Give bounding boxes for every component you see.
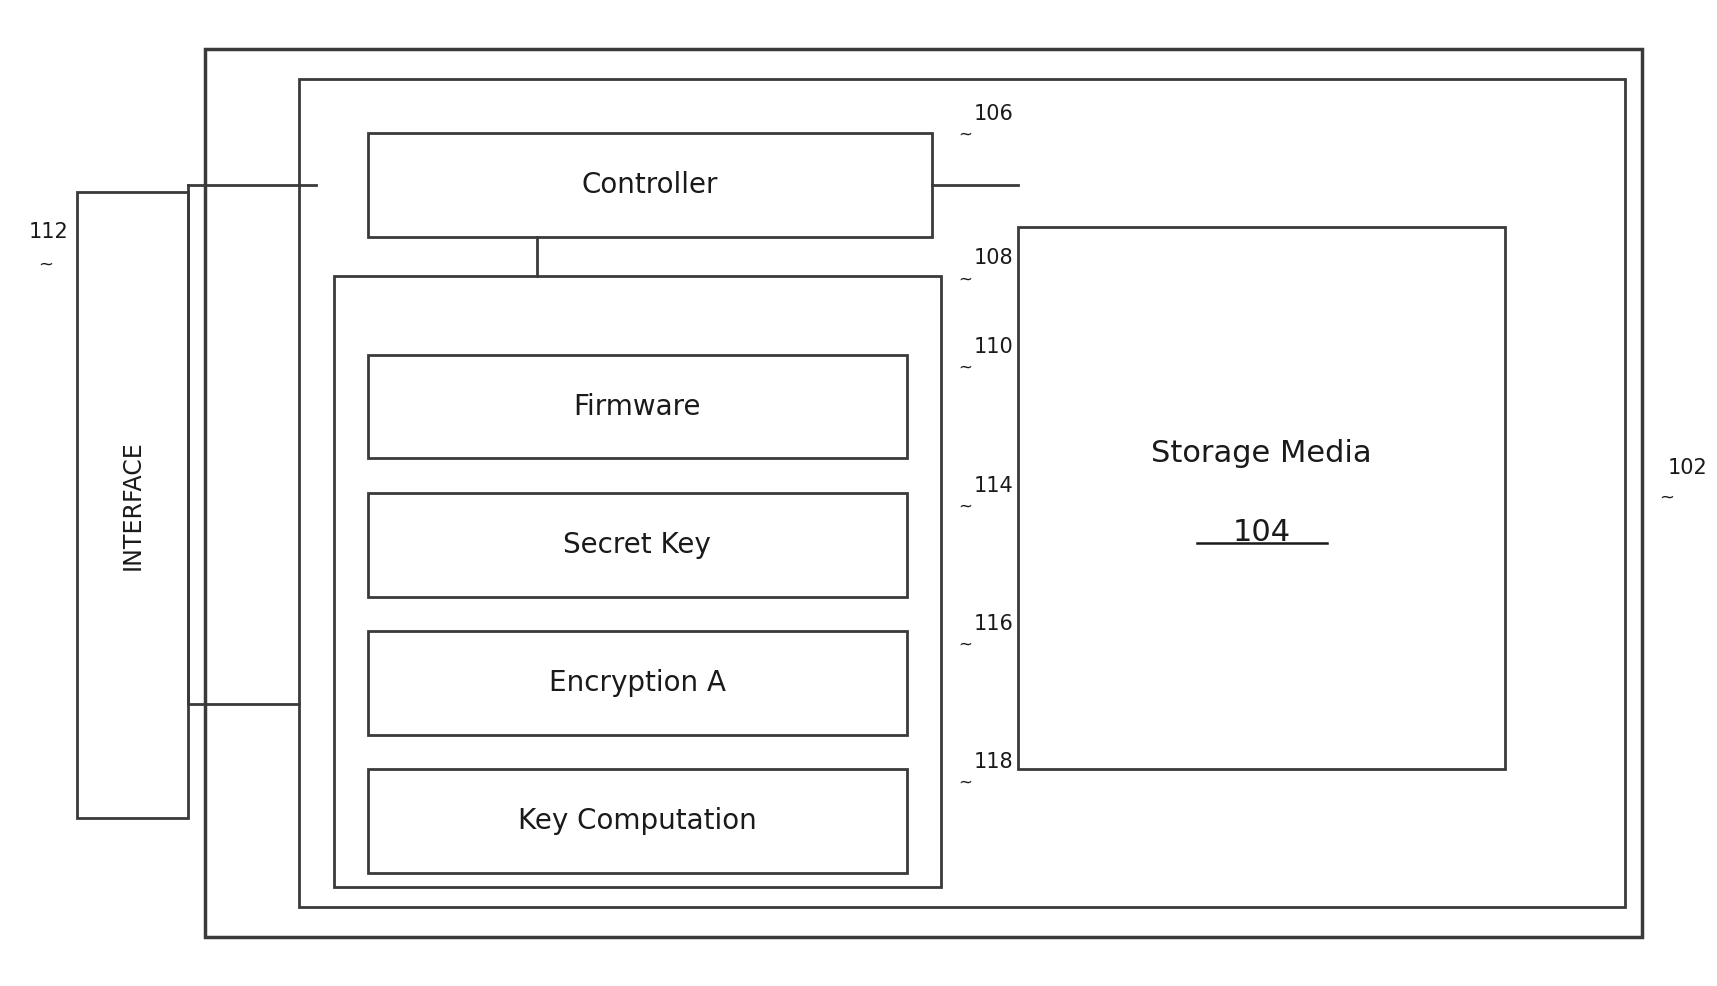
FancyBboxPatch shape	[367, 493, 907, 597]
Text: ~: ~	[958, 270, 972, 288]
FancyBboxPatch shape	[77, 192, 189, 818]
Text: ~: ~	[958, 636, 972, 654]
Text: INTERFACE: INTERFACE	[120, 441, 144, 570]
Text: Secret Key: Secret Key	[563, 530, 711, 559]
Text: 118: 118	[974, 752, 1013, 772]
FancyBboxPatch shape	[367, 133, 932, 237]
Text: 112: 112	[29, 222, 69, 242]
Text: 104: 104	[1233, 518, 1291, 547]
Text: ~: ~	[958, 125, 972, 143]
Text: Firmware: Firmware	[573, 392, 701, 421]
Text: ~: ~	[958, 774, 972, 792]
FancyBboxPatch shape	[333, 276, 941, 887]
Text: ~: ~	[38, 255, 53, 273]
Text: Key Computation: Key Computation	[519, 807, 757, 835]
FancyBboxPatch shape	[367, 769, 907, 873]
FancyBboxPatch shape	[206, 49, 1641, 937]
Text: 106: 106	[974, 104, 1013, 123]
FancyBboxPatch shape	[367, 355, 907, 458]
Text: 114: 114	[974, 476, 1013, 496]
FancyBboxPatch shape	[299, 79, 1624, 907]
Text: 116: 116	[974, 614, 1013, 634]
FancyBboxPatch shape	[367, 631, 907, 735]
Text: 102: 102	[1667, 458, 1707, 478]
Text: 108: 108	[974, 248, 1013, 268]
Text: ~: ~	[1659, 489, 1674, 507]
Text: ~: ~	[958, 498, 972, 516]
Text: Storage Media: Storage Media	[1150, 439, 1372, 468]
FancyBboxPatch shape	[1018, 227, 1506, 769]
Text: Encryption A: Encryption A	[549, 669, 726, 697]
Text: 110: 110	[974, 337, 1013, 357]
Text: Controller: Controller	[582, 171, 718, 199]
Text: ~: ~	[958, 359, 972, 377]
